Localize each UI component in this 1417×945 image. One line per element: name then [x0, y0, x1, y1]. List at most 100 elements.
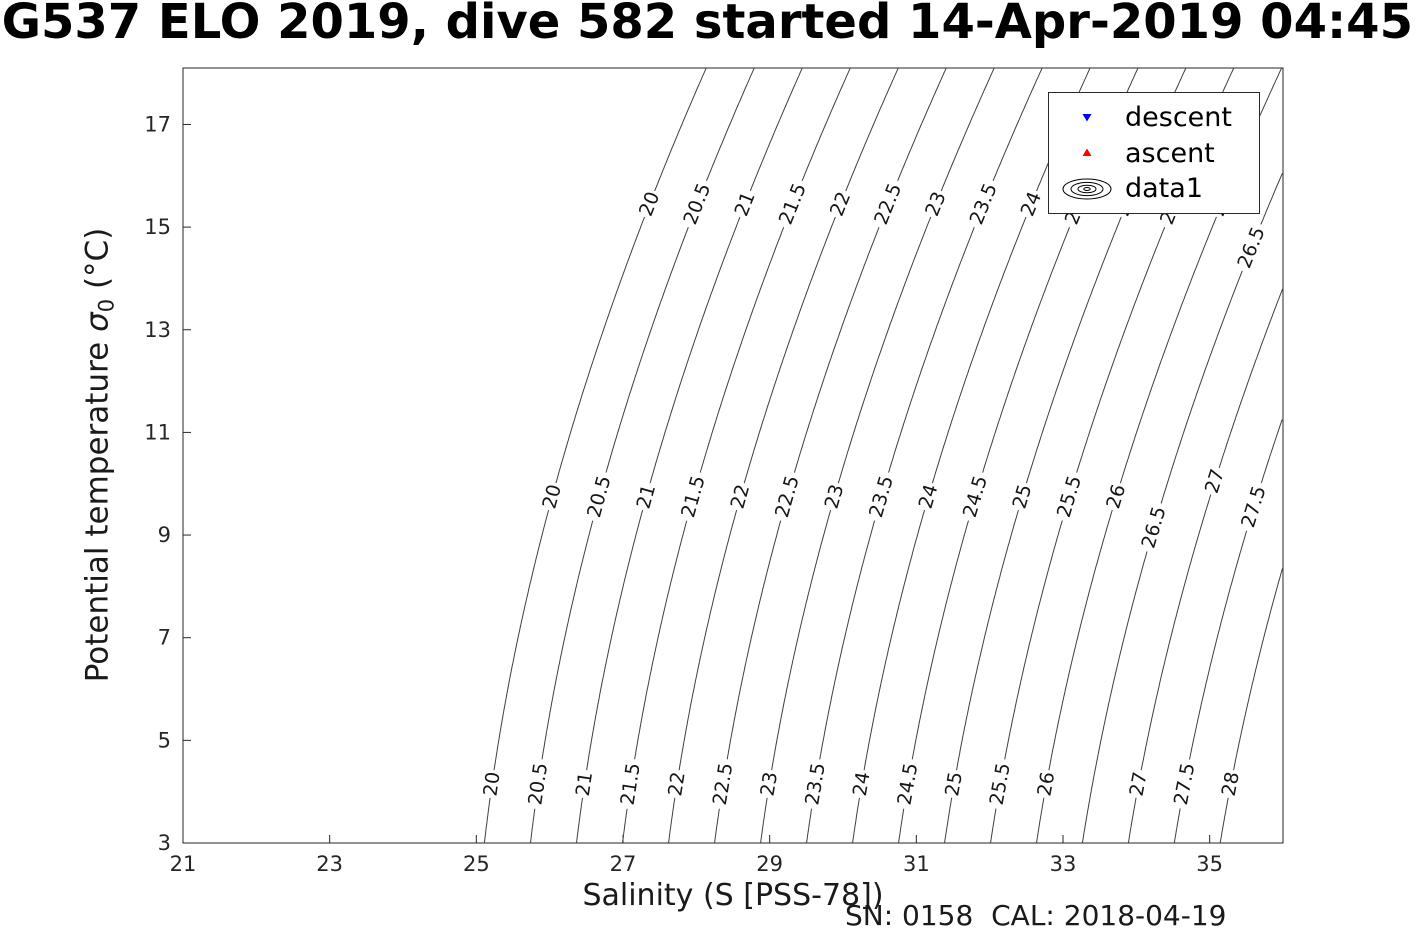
svg-text:22.5: 22.5: [709, 761, 737, 806]
ylabel-suffix: (°C): [79, 227, 116, 299]
figure-title: SG537 ELO 2019, dive 582 started 14-Apr-…: [0, 0, 1417, 50]
contour-label: 26.5: [1137, 500, 1171, 555]
contour-line: [1219, 568, 1283, 843]
contour-label: 23: [757, 768, 783, 800]
sigma-symbol: σ: [79, 312, 116, 332]
contour-label: 20.5: [678, 177, 716, 231]
contour-line: [483, 68, 707, 843]
contour-label: 24: [915, 480, 942, 513]
contour-label: 25.5: [986, 757, 1015, 811]
legend-item-data1: data1: [1049, 175, 1259, 202]
contour-line: [806, 68, 1043, 843]
contour-label: 20: [479, 768, 505, 800]
contour-label: 22: [664, 768, 690, 800]
contour-label: 27: [1126, 768, 1152, 800]
contour-label: 23: [821, 480, 848, 513]
svg-text:20.5: 20.5: [583, 473, 615, 520]
svg-text:21: 21: [572, 770, 597, 797]
contour-rings-icon: [1049, 176, 1125, 202]
svg-text:22.5: 22.5: [870, 180, 906, 227]
svg-text:20.5: 20.5: [679, 180, 715, 227]
contour-label: 20.5: [583, 469, 616, 524]
x-tick-label: 21: [170, 852, 197, 876]
contour-label: 21.5: [617, 757, 645, 811]
x-tick-label: 27: [610, 852, 637, 876]
y-tick-label: 13: [144, 318, 171, 342]
svg-text:25.5: 25.5: [986, 761, 1015, 807]
svg-text:24.5: 24.5: [959, 473, 992, 520]
svg-text:27: 27: [1126, 770, 1152, 798]
contour-label: 21.5: [677, 469, 710, 524]
contour-label: 23.5: [964, 177, 1003, 231]
contour-label: 24.5: [893, 757, 922, 811]
y-tick-label: 9: [158, 523, 171, 547]
svg-text:21.5: 21.5: [617, 761, 645, 806]
contour-label: 27.5: [1236, 479, 1271, 534]
y-tick-label: 17: [144, 112, 171, 136]
contour-label: 22: [727, 480, 754, 513]
sensor-calibration-text: SN: 0158 CAL: 2018-04-19: [845, 899, 1227, 932]
contour-label: 20: [635, 187, 664, 221]
contour-label: 25: [1008, 480, 1036, 513]
contour-line: [576, 68, 803, 843]
contour-label: 23: [921, 187, 951, 221]
x-axis-label: Salinity (S [PSS-78]): [582, 878, 884, 913]
svg-text:20: 20: [479, 770, 504, 797]
triangle-down-icon: [1049, 106, 1125, 128]
contour-label: 22.5: [709, 757, 737, 811]
svg-text:23: 23: [757, 770, 783, 797]
svg-text:26.5: 26.5: [1137, 504, 1170, 551]
y-tick-label: 15: [144, 215, 171, 239]
contour-label: 28: [1218, 768, 1244, 800]
svg-text:21.5: 21.5: [775, 180, 811, 227]
contour-label: 25.5: [1052, 469, 1087, 524]
contour-label: 22.5: [869, 177, 907, 231]
y-axis-label: Potential temperature σ0 (°C): [80, 228, 119, 683]
svg-text:20.5: 20.5: [524, 761, 552, 806]
svg-text:25: 25: [941, 770, 967, 798]
svg-text:23.5: 23.5: [801, 761, 830, 806]
ylabel-prefix: Potential temperature: [79, 331, 116, 683]
contour-label: 20: [538, 480, 566, 513]
contour-label: 21: [572, 768, 597, 800]
contour-line: [1127, 288, 1283, 843]
contour-label: 22: [826, 187, 855, 221]
x-tick-label: 29: [756, 852, 783, 876]
contour-label: 20.5: [524, 757, 552, 811]
y-tick-label: 11: [144, 420, 171, 444]
legend-label: data1: [1125, 173, 1203, 205]
legend-item-descent: descent: [1049, 104, 1259, 131]
contour-label: 23.5: [801, 757, 830, 811]
svg-text:22: 22: [664, 770, 689, 797]
x-tick-label: 33: [1050, 852, 1077, 876]
x-tick-label: 25: [463, 852, 490, 876]
legend: descent ascent data1: [1048, 92, 1260, 214]
y-tick-label: 7: [158, 626, 171, 650]
contour-label: 26: [1102, 480, 1130, 513]
svg-text:26: 26: [1033, 770, 1059, 798]
contour-label: 22.5: [770, 469, 804, 524]
y-tick-label: 5: [158, 728, 171, 752]
x-tick-label: 31: [903, 852, 930, 876]
svg-text:24: 24: [849, 770, 875, 798]
contour-line: [714, 68, 947, 843]
svg-text:23.5: 23.5: [865, 473, 898, 520]
contour-label: 26.5: [1232, 220, 1271, 275]
legend-item-ascent: ascent: [1049, 140, 1259, 167]
contour-label: 24.5: [958, 469, 993, 524]
contour-label: 27: [1201, 464, 1229, 498]
contour-label: 26: [1033, 768, 1059, 800]
contour-label: 24: [849, 768, 875, 800]
x-tick-label: 23: [316, 852, 343, 876]
x-tick-label: 35: [1196, 852, 1223, 876]
contour-label: 24: [1017, 187, 1046, 221]
contour-label: 25: [941, 768, 967, 800]
contour-label: 23.5: [864, 469, 899, 524]
legend-label: descent: [1125, 101, 1232, 133]
legend-label: ascent: [1125, 137, 1215, 169]
contour-label: 27.5: [1170, 757, 1199, 811]
triangle-up-icon: [1049, 142, 1125, 164]
y-tick-label: 3: [158, 831, 171, 855]
svg-text:21.5: 21.5: [677, 473, 710, 520]
